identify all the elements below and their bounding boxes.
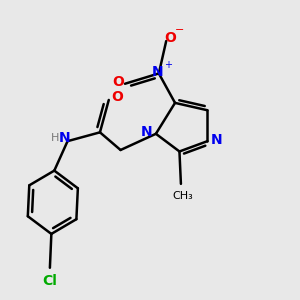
Text: +: + (164, 60, 172, 70)
Text: O: O (112, 75, 124, 89)
Text: −: − (175, 25, 184, 35)
Text: O: O (111, 90, 123, 104)
Text: CH₃: CH₃ (172, 191, 193, 201)
Text: Cl: Cl (43, 274, 57, 288)
Text: N: N (211, 133, 223, 147)
Text: N: N (152, 65, 163, 79)
Text: H: H (51, 133, 59, 142)
Text: N: N (141, 125, 152, 139)
Text: O: O (164, 31, 176, 45)
Text: N: N (59, 130, 70, 145)
